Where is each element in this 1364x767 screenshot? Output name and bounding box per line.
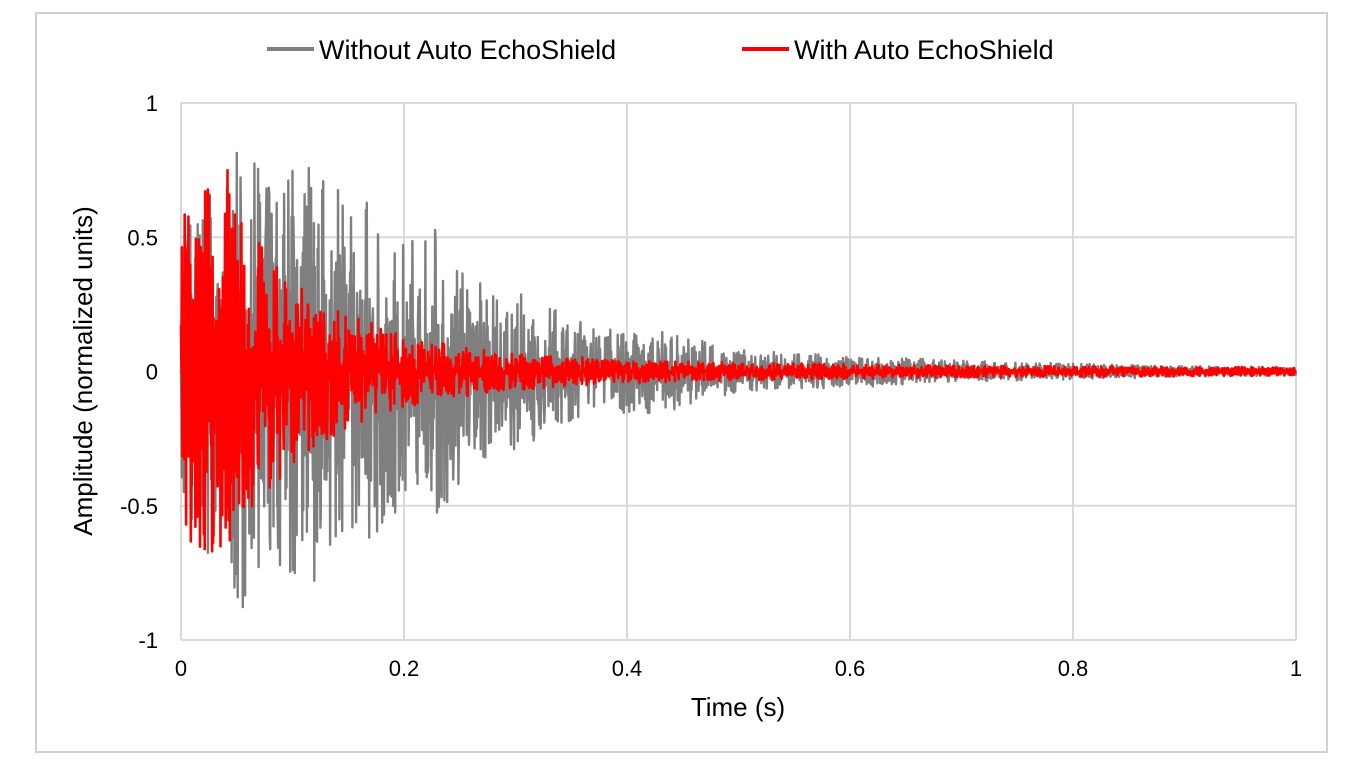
y-axis-ticks: 1 0.5 0 -0.5 -1 <box>120 91 158 653</box>
y-tick-label: -0.5 <box>120 494 158 519</box>
x-axis-ticks: 0 0.2 0.4 0.6 0.8 1 <box>175 656 1302 681</box>
y-tick-label: -1 <box>138 628 158 653</box>
series-with-auto-echoshield <box>179 169 1297 553</box>
x-tick-label: 0.8 <box>1058 656 1089 681</box>
y-tick-label: 1 <box>146 91 158 116</box>
legend: Without Auto EchoShield With Auto EchoSh… <box>267 35 1054 65</box>
y-tick-label: 0 <box>146 360 158 385</box>
x-tick-label: 0.2 <box>389 656 420 681</box>
x-tick-label: 0.4 <box>612 656 643 681</box>
y-tick-label: 0.5 <box>127 225 158 250</box>
y-axis-title: Amplitude (normalized units) <box>68 206 98 535</box>
legend-label-without: Without Auto EchoShield <box>319 35 616 65</box>
x-tick-label: 0 <box>175 656 187 681</box>
x-axis-title: Time (s) <box>691 692 785 722</box>
x-tick-label: 0.6 <box>835 656 866 681</box>
series-line-1 <box>179 169 1297 553</box>
x-tick-label: 1 <box>1290 656 1302 681</box>
legend-label-with: With Auto EchoShield <box>794 35 1054 65</box>
